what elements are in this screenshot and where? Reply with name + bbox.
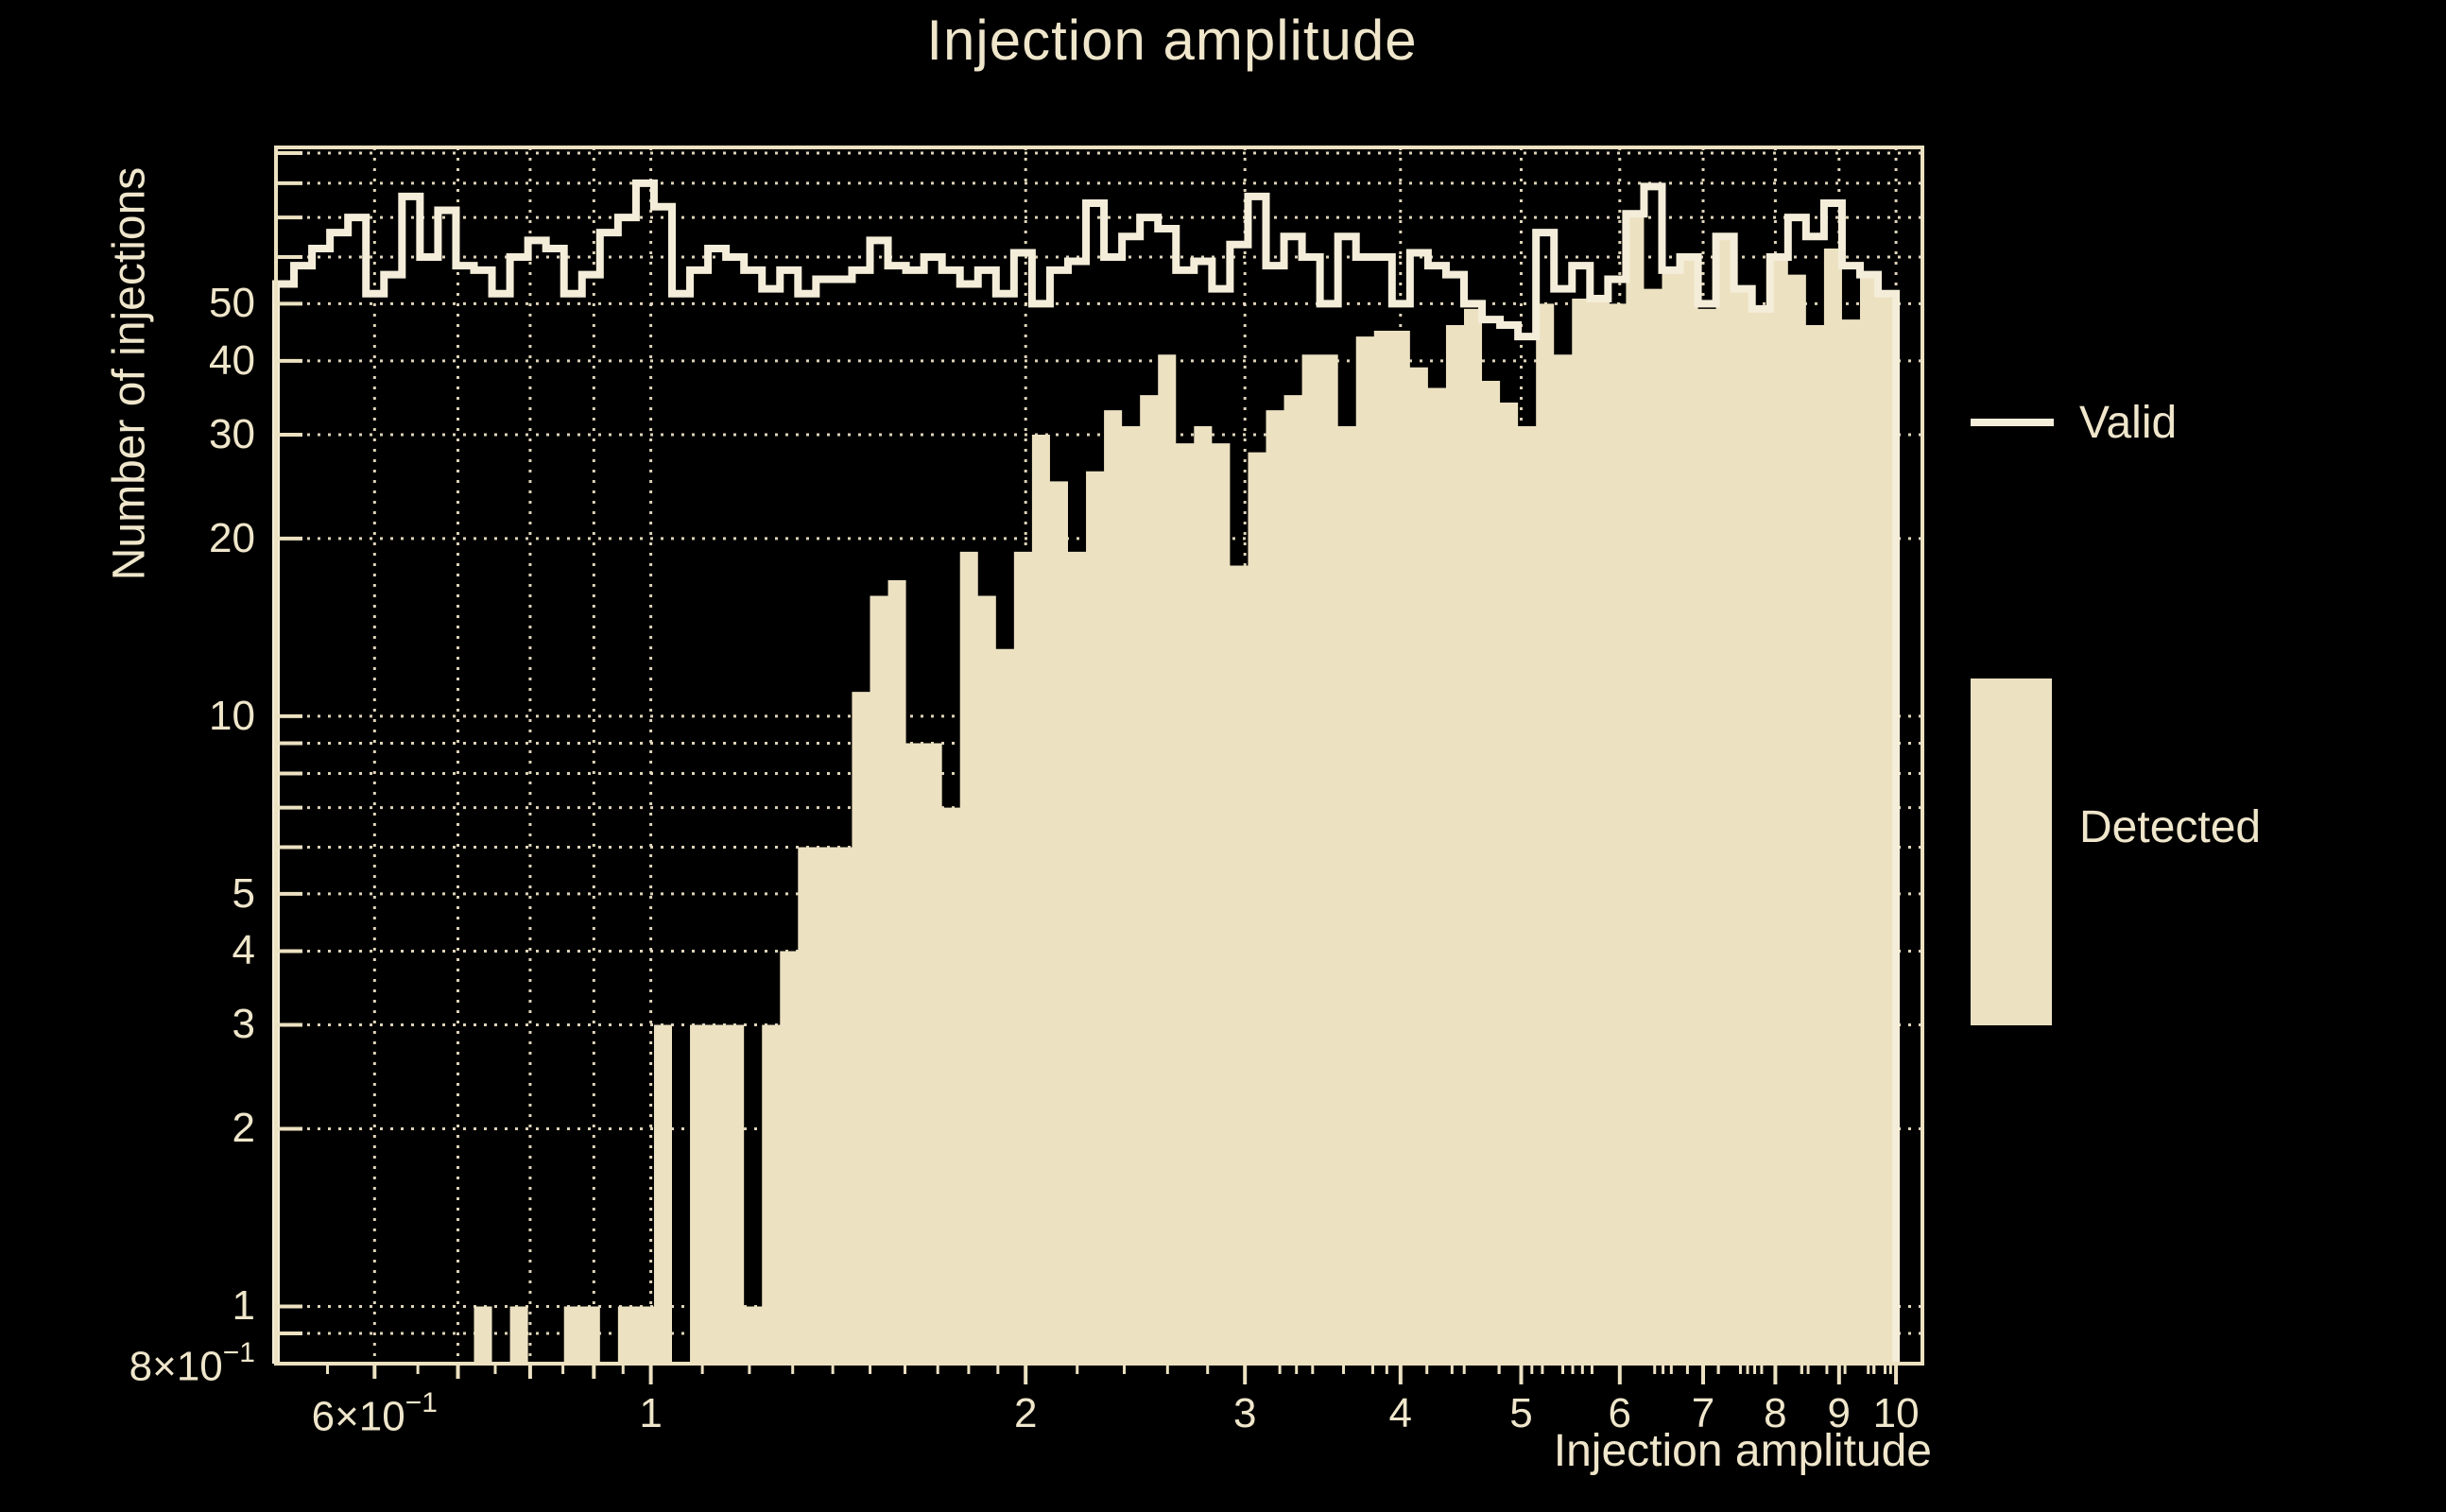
x-tick-label: 3 — [1232, 1390, 1257, 1436]
y-tick-label: 2 — [232, 1105, 255, 1152]
x-axis-title: Injection amplitude — [1553, 1426, 1932, 1476]
page-title: Injection amplitude — [926, 9, 1418, 72]
x-tick-label: 10 — [1872, 1390, 1920, 1436]
y-tick-label: 8×10−1 — [129, 1337, 255, 1390]
x-tick-label: 9 — [1827, 1390, 1852, 1436]
x-tick-label: 7 — [1691, 1390, 1715, 1436]
x-tick-label: 6 — [1608, 1390, 1632, 1436]
legend-valid-line-swatch — [1971, 419, 2054, 426]
legend-valid-label: Valid — [2079, 398, 2178, 448]
legend-detected-fill-swatch — [1971, 679, 2052, 1025]
x-tick-label: 8 — [1764, 1390, 1787, 1436]
y-tick-label: 1 — [232, 1282, 255, 1330]
exponent: −1 — [222, 1337, 255, 1368]
legend-detected-label: Detected — [2079, 802, 2262, 852]
valid-step-line — [272, 179, 1901, 1364]
x-tick-label: 6×10−1 — [311, 1387, 438, 1440]
x-tick-label: 2 — [1013, 1390, 1038, 1436]
y-tick-label: 5 — [232, 869, 255, 917]
x-tick-label: 5 — [1509, 1390, 1533, 1436]
detected-fill-histogram — [276, 214, 1897, 1365]
y-tick-label: 4 — [232, 927, 255, 974]
y-tick-label: 30 — [209, 410, 255, 457]
y-tick-label: 20 — [209, 514, 255, 561]
y-tick-label: 40 — [209, 336, 255, 384]
y-tick-label: 50 — [209, 280, 255, 327]
plot-frame — [274, 146, 1924, 1366]
exponent: −1 — [405, 1387, 438, 1418]
x-tick-label: 4 — [1388, 1390, 1413, 1436]
y-axis-title: Number of injections — [104, 166, 155, 581]
x-tick-label: 1 — [639, 1390, 663, 1436]
y-tick-label: 3 — [232, 1001, 255, 1048]
y-tick-label: 10 — [209, 692, 255, 739]
